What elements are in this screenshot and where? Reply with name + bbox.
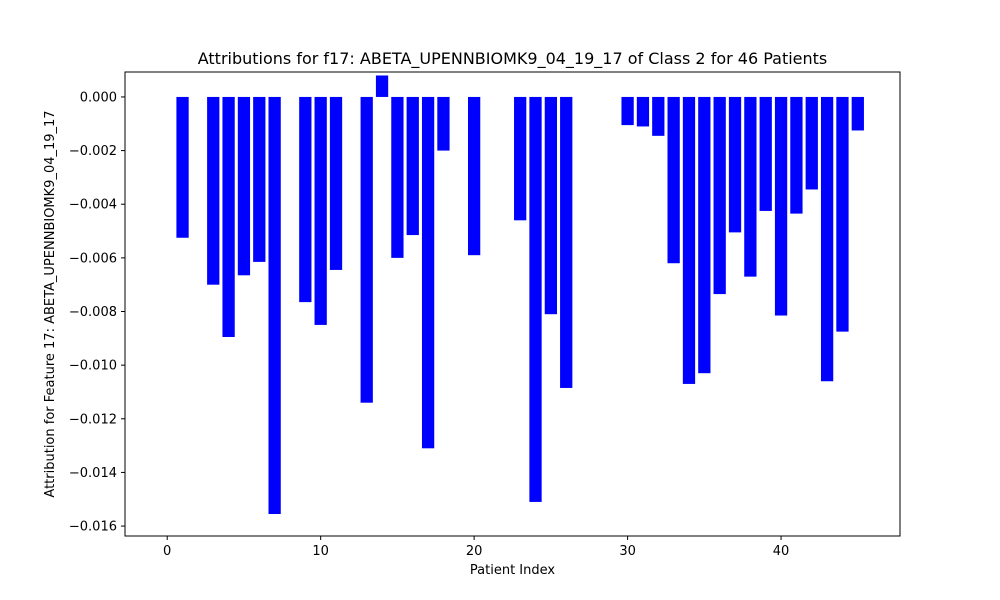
bar-patient-25: [544, 96, 558, 315]
bar-patient-39: [759, 96, 772, 211]
bar-patient-32: [652, 96, 665, 136]
bar-patient-44: [836, 96, 849, 332]
bar-patient-17: [421, 96, 435, 449]
bar-patient-45: [851, 96, 864, 131]
bar-patient-35: [698, 96, 711, 374]
bars-group: [176, 75, 864, 515]
chart-title: Attributions for f17: ABETA_UPENNBIOMK9_…: [198, 49, 828, 69]
bar-patient-15: [391, 96, 404, 258]
bar-patient-41: [790, 96, 803, 214]
bar-patient-1: [176, 96, 189, 238]
bar-patient-40: [774, 96, 788, 316]
bar-patient-26: [560, 96, 573, 388]
bar-patient-30: [621, 96, 634, 126]
bar-patient-16: [406, 96, 419, 236]
y-tick-label: −0.016: [69, 520, 117, 535]
bar-patient-13: [360, 96, 373, 403]
bar-patient-3: [207, 96, 220, 285]
bar-patient-37: [728, 96, 742, 233]
bar-patient-20: [467, 96, 481, 256]
bar-patient-14: [375, 75, 389, 97]
bar-patient-23: [514, 96, 527, 221]
bar-patient-38: [744, 96, 757, 277]
x-tick-label: 0: [163, 544, 171, 559]
y-tick-label: 0.000: [80, 90, 117, 105]
x-tick-label: 40: [773, 544, 790, 559]
bar-patient-18: [437, 96, 450, 151]
bar-patient-24: [529, 96, 542, 502]
bar-patient-6: [253, 96, 266, 262]
y-tick-label: −0.006: [69, 251, 117, 266]
bar-patient-33: [667, 96, 680, 264]
bar-patient-5: [237, 96, 251, 276]
x-axis-label: Patient Index: [470, 563, 555, 578]
y-tick-label: −0.014: [69, 466, 117, 481]
bar-patient-43: [820, 96, 834, 382]
bar-patient-10: [314, 96, 327, 325]
bar-patient-11: [329, 96, 343, 270]
bar-patient-36: [713, 96, 726, 295]
x-axis-ticks: 0 10 20 30 40: [163, 536, 789, 559]
y-axis-ticks: 0.000 −0.002 −0.004 −0.006 −0.008 −0.010 −0.01…: [69, 90, 125, 535]
x-tick-label: 30: [619, 544, 636, 559]
bar-patient-42: [805, 96, 818, 190]
bar-patient-4: [222, 96, 235, 337]
bar-patient-34: [682, 96, 696, 384]
bar-patient-31: [636, 96, 650, 127]
y-tick-label: −0.004: [69, 198, 117, 213]
y-tick-label: −0.008: [69, 305, 117, 320]
bar-patient-7: [268, 96, 281, 515]
plot-frame: [124, 71, 901, 537]
y-tick-label: −0.012: [69, 412, 117, 427]
y-tick-label: −0.002: [69, 144, 117, 159]
x-tick-label: 10: [312, 544, 329, 559]
y-tick-label: −0.010: [69, 359, 117, 374]
bar-patient-9: [299, 96, 312, 303]
y-axis-label: Attribution for Feature 17: ABETA_UPENNB…: [43, 110, 58, 497]
x-tick-label: 20: [466, 544, 483, 559]
